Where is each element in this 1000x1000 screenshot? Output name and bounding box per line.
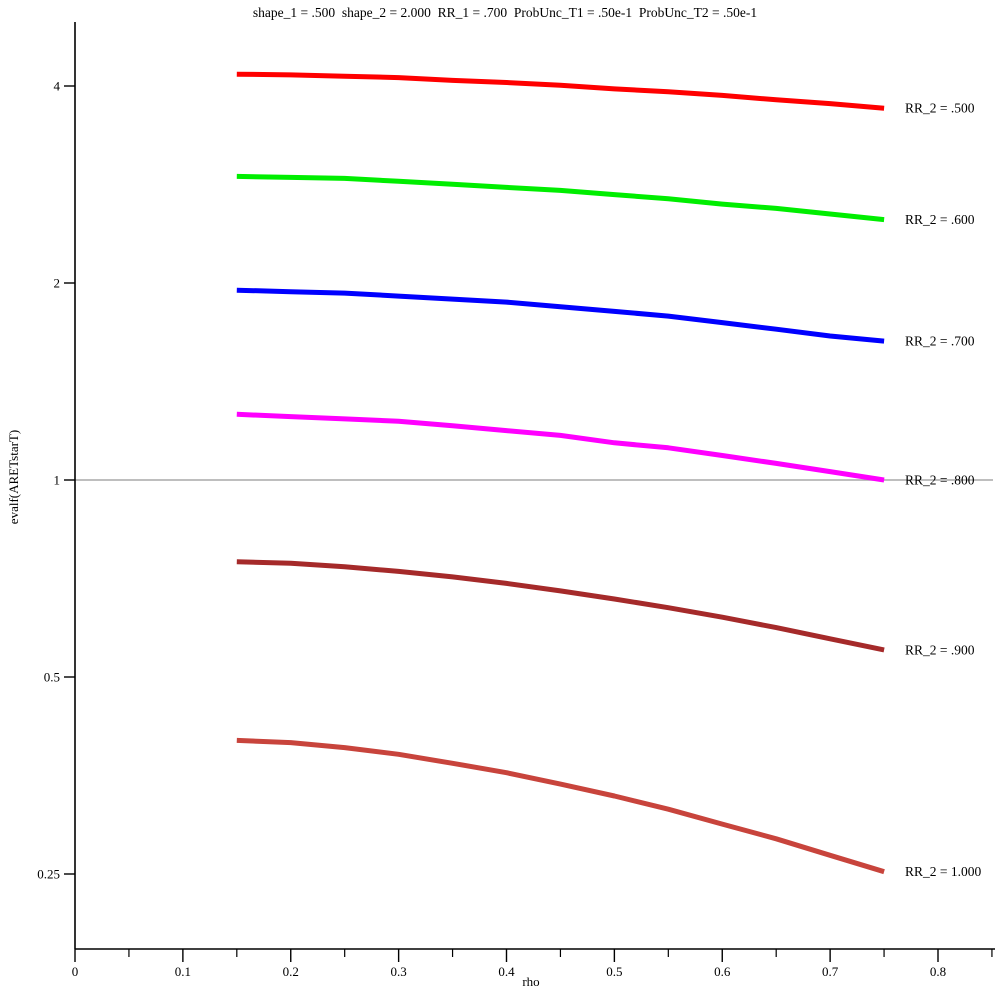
curve-2700 [236,287,885,344]
x-tick-label: 0 [72,964,79,979]
curve-21000 [236,737,885,875]
y-tick-label: 0.5 [44,670,60,685]
curve-2600 [236,173,885,223]
y-tick-label: 1 [54,473,61,488]
x-tick-label: 0.8 [930,964,946,979]
x-axis-label: rho [522,974,540,989]
y-tick-label: 4 [54,79,61,94]
curve-2500 [236,71,885,111]
x-tick-label: 0.7 [822,964,839,979]
plot-title: shape_1 = .500 shape_2 = 2.000 RR_1 = .7… [252,5,758,20]
x-tick-label: 0.5 [606,964,622,979]
y-tick-label: 0.25 [37,867,60,882]
x-tick-label: 0.4 [498,964,515,979]
x-tick-label: 0.1 [175,964,191,979]
curve-label-21000: RR_2 = 1.000 [905,864,981,879]
curve-2800 [236,411,885,483]
curve-label-2900: RR_2 = .900 [905,642,975,657]
x-tick-label: 0.3 [391,964,407,979]
curve-label-2800: RR_2 = .800 [905,473,975,488]
curve-label-2500: RR_2 = .500 [905,101,975,116]
curve-label-2600: RR_2 = .600 [905,212,975,227]
x-tick-label: 0.6 [714,964,731,979]
x-tick-label: 0.2 [283,964,299,979]
curve-2900 [236,559,885,653]
y-tick-label: 2 [54,276,61,291]
curve-label-2700: RR_2 = .700 [905,334,975,349]
